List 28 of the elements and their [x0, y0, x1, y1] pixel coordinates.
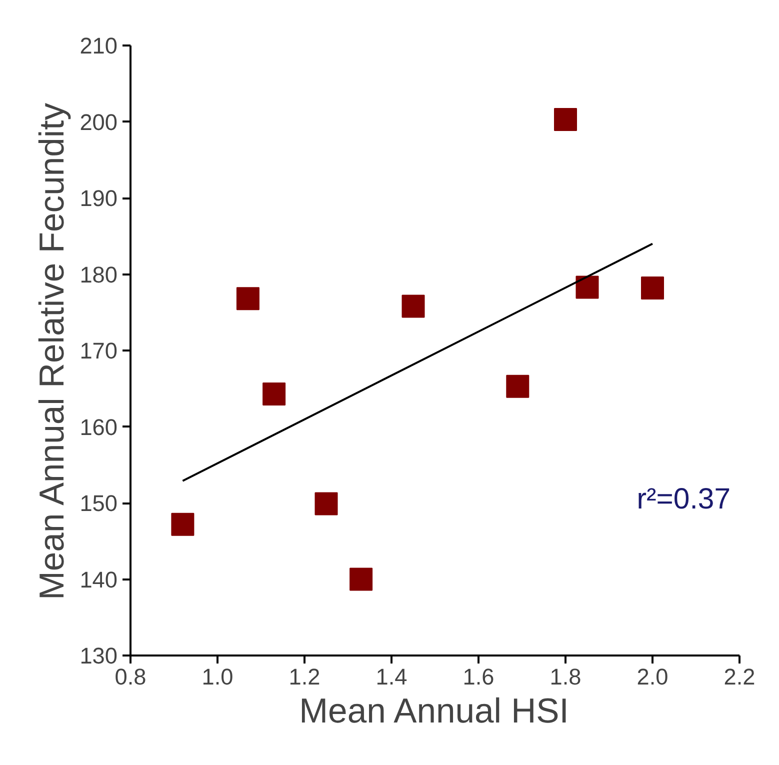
y-tick-label: 190 — [80, 185, 118, 211]
y-tick-label: 170 — [80, 338, 118, 364]
x-tick-label: 1.2 — [288, 664, 320, 690]
point — [641, 276, 664, 300]
x-tick-label: 1.6 — [462, 664, 494, 690]
point — [236, 287, 260, 310]
x-tick-label: 2.2 — [724, 664, 756, 690]
point — [262, 382, 286, 406]
x-axis-title: Mean Annual HSI — [299, 692, 569, 730]
y-tick-label: 160 — [80, 414, 118, 440]
y-tick-label: 210 — [80, 32, 118, 58]
y-tick-label: 140 — [80, 566, 118, 592]
y-tick-label: 180 — [80, 261, 118, 288]
x-tick-label: 1.4 — [376, 664, 408, 690]
point — [576, 276, 599, 299]
x-tick-label: 1.8 — [550, 664, 582, 690]
x-tick-label: 1.0 — [202, 664, 234, 690]
y-tick-label: 150 — [80, 490, 118, 516]
y-tick-label: 200 — [80, 108, 118, 135]
annotation: r²=0.37 — [636, 482, 731, 516]
point — [506, 374, 530, 398]
point — [350, 568, 373, 591]
x-tick-label: 2.0 — [636, 664, 668, 690]
point — [554, 108, 577, 131]
point — [171, 512, 194, 536]
point — [402, 294, 425, 318]
point — [314, 492, 338, 516]
y-axis-title: Mean Annual Relative Fecundity — [34, 102, 72, 600]
